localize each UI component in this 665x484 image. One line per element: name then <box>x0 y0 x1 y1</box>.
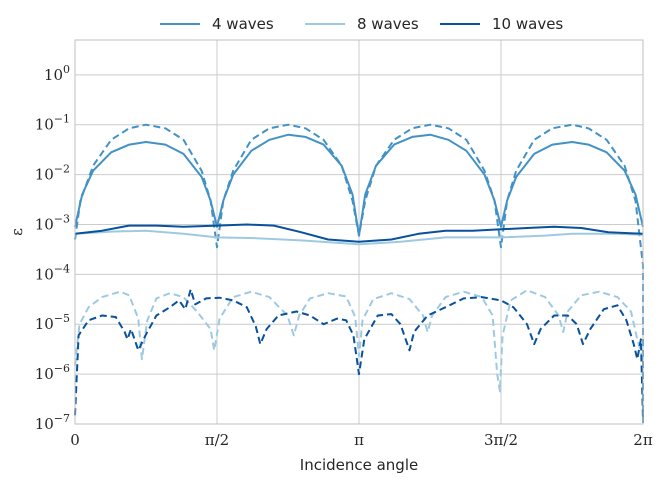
legend-label: 10 waves <box>492 15 563 33</box>
series-line-5 <box>74 223 644 243</box>
legend-label: 8 waves <box>357 15 419 33</box>
x-axis-label: Incidence angle <box>300 456 418 474</box>
x-tick-label: 0 <box>70 431 80 449</box>
x-tick-label: π <box>354 431 364 449</box>
y-tick-label: 10−6 <box>35 362 70 383</box>
series-line-6 <box>74 288 644 421</box>
legend: 4 waves 8 waves 10 waves <box>160 15 563 33</box>
plot-border <box>74 39 644 425</box>
y-tick-label: 10−4 <box>35 262 70 283</box>
y-axis-label: ε <box>8 228 26 236</box>
x-tick-label: π/2 <box>205 431 229 449</box>
plot-frame <box>74 39 644 425</box>
y-tick-label: 10−3 <box>35 212 70 233</box>
y-tick-label: 10−7 <box>35 412 70 433</box>
x-tick-label: 2π <box>633 431 653 449</box>
y-tick-label: 10−2 <box>35 163 70 184</box>
series-line-4 <box>74 289 644 393</box>
legend-label: 4 waves <box>212 15 274 33</box>
y-tick-label: 10−1 <box>35 113 70 134</box>
tick-labels: 0 π/2 π 3π/2 2π 10−7 10−6 10−5 10−4 10−3 10−2 10−1 1… <box>35 63 653 449</box>
x-tick-label: 3π/2 <box>484 431 518 449</box>
series-line-3 <box>74 229 644 246</box>
series-line-2 <box>74 123 644 424</box>
y-tick-label: 10−5 <box>35 312 70 333</box>
series-layer <box>74 123 644 424</box>
y-tick-label: 100 <box>44 63 70 84</box>
